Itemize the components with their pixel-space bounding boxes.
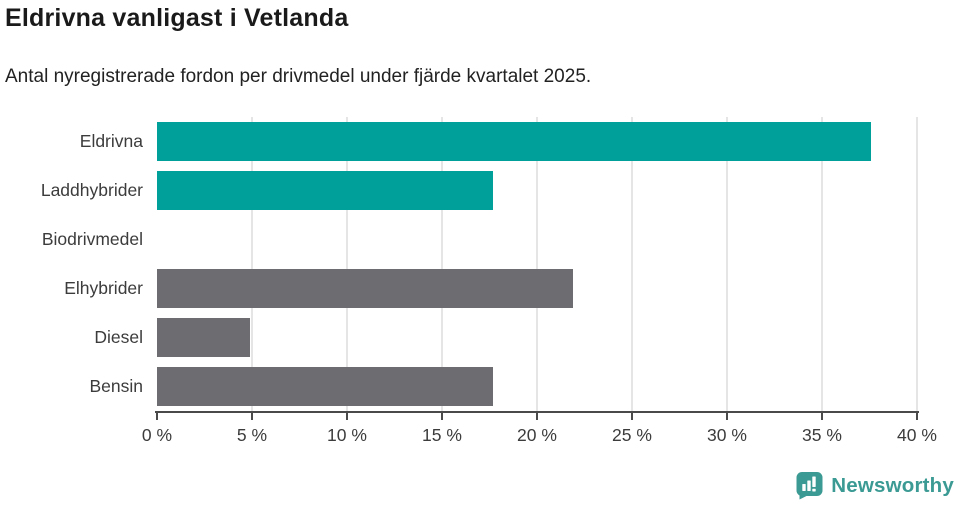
x-axis-tick [916, 413, 918, 420]
brand-name: Newsworthy [831, 473, 954, 497]
x-axis-tick-label: 40 % [897, 425, 937, 445]
x-axis-line [155, 411, 919, 413]
category-label: Elhybrider [64, 278, 143, 298]
bar-row: Elhybrider [0, 264, 960, 313]
bar [157, 171, 494, 210]
x-axis-tick [631, 413, 633, 420]
category-label: Diesel [94, 327, 143, 347]
bar-chart: 0 % 5 % 10 % 15 % 20 % 25 % 30 % 35 % 40 % Eldri… [0, 117, 960, 457]
x-axis-tick [441, 413, 443, 420]
x-axis-tick [821, 413, 823, 420]
bar-row: Laddhybrider [0, 166, 960, 215]
category-label: Biodrivmedel [41, 229, 143, 249]
x-axis-tick-label: 20 % [517, 425, 557, 445]
x-axis-tick [251, 413, 253, 420]
gridline [441, 117, 443, 411]
x-axis-tick [156, 413, 158, 420]
category-label: Bensin [89, 376, 143, 396]
newsworthy-logo: Newsworthy [795, 471, 954, 500]
x-axis-tick [536, 413, 538, 420]
category-label: Eldrivna [79, 131, 143, 151]
gridline [821, 117, 823, 411]
x-axis-tick-label: 30 % [707, 425, 747, 445]
gridline [726, 117, 728, 411]
bar-row: Eldrivna [0, 117, 960, 166]
x-axis-tick-label: 25 % [612, 425, 652, 445]
x-axis-tick-label: 15 % [422, 425, 462, 445]
bar [157, 367, 494, 406]
bar [157, 122, 872, 161]
gridline [916, 117, 918, 411]
newsworthy-chart-bubble-icon [796, 472, 823, 500]
bar [157, 269, 574, 308]
gridline [346, 117, 348, 411]
bar [157, 318, 251, 357]
plot-area: 0 % 5 % 10 % 15 % 20 % 25 % 30 % 35 % 40 % [142, 117, 937, 445]
x-axis-tick [726, 413, 728, 420]
gridline [536, 117, 538, 411]
bar-row: Bensin [0, 362, 960, 411]
x-axis-tick-label: 5 % [236, 425, 268, 445]
x-axis-tick-label: 35 % [802, 425, 842, 445]
x-axis-tick [346, 413, 348, 420]
gridline [251, 117, 253, 411]
gridline [631, 117, 633, 411]
chart-title: Eldrivna vanligast i Vetlanda [5, 4, 349, 32]
bar-row: Biodrivmedel [0, 215, 960, 264]
chart-subtitle: Antal nyregistrerade fordon per drivmede… [5, 66, 592, 87]
x-axis-tick-label: 0 % [141, 425, 173, 445]
category-label: Laddhybrider [40, 180, 143, 200]
x-axis-tick-label: 10 % [327, 425, 367, 445]
bar-row: Diesel [0, 313, 960, 362]
